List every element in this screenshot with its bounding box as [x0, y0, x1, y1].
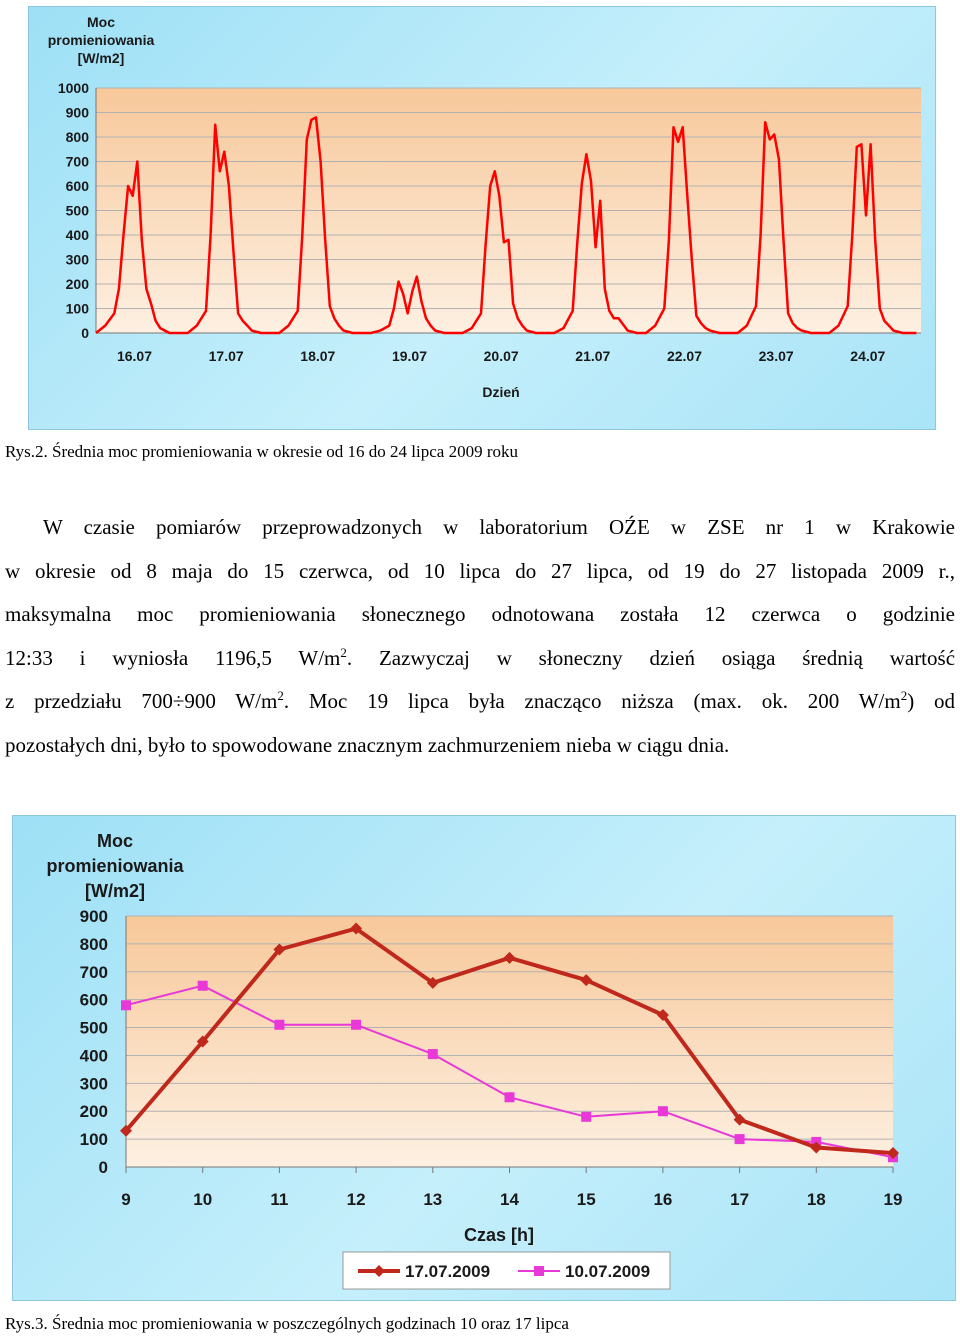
data-point	[350, 922, 363, 935]
y-tick-label: 500	[66, 203, 90, 219]
x-tick-label: 21.07	[575, 348, 610, 364]
superscript: 2	[340, 644, 347, 660]
y-tick-label: 800	[66, 129, 90, 145]
data-point	[580, 974, 593, 987]
figure-caption-2: Rys.2. Średnia moc promieniowania w okre…	[5, 442, 519, 461]
x-tick-label: 14	[500, 1190, 519, 1209]
data-point	[273, 943, 286, 956]
x-tick-label: 16	[653, 1190, 672, 1209]
y-tick-label: 800	[80, 935, 108, 954]
paragraph-line-2: w okresie od 8 maja do 15 czerwca, od 10…	[5, 558, 955, 583]
figure-caption-3: Rys.3. Średnia moc promieniowania w posz…	[5, 1314, 569, 1333]
chart-daily-radiation: 0 100 200 300 400 500 600 700 800 900 1000 16.07 17.…	[28, 6, 936, 430]
division-sign: ÷	[172, 689, 185, 713]
y-axis-title: Moc	[97, 831, 133, 851]
y-tick-label: 900	[66, 105, 90, 121]
data-point	[581, 1111, 592, 1122]
y-tick-label: 600	[66, 178, 90, 194]
data-point	[810, 1141, 823, 1154]
x-tick-label: 23.07	[759, 348, 794, 364]
data-point	[887, 1147, 899, 1160]
data-point	[733, 1113, 746, 1126]
x-tick-label: 17.07	[209, 348, 244, 364]
x-axis-title: Dzień	[482, 384, 519, 400]
y-axis-title: [W/m2]	[85, 881, 145, 901]
x-tick-label: 11	[270, 1190, 288, 1209]
series-line	[95, 116, 917, 335]
superscript: 2	[900, 688, 908, 703]
y-tick-label: 700	[66, 154, 90, 170]
paragraph-line-5b: 900 W/m	[184, 689, 278, 713]
x-tick-label: 22.07	[667, 348, 702, 364]
y-axis-title: [W/m2]	[78, 50, 125, 66]
paragraph-line-5a: z przedziału 700	[5, 689, 173, 713]
data-point	[504, 1092, 515, 1103]
y-tick-label: 0	[81, 325, 89, 341]
data-point	[351, 1019, 362, 1030]
y-tick-label: 300	[80, 1074, 108, 1093]
y-tick-label: 500	[80, 1019, 108, 1038]
y-tick-label: 200	[66, 276, 90, 292]
chart-hourly-radiation-svg: 0 100 200 300 400 500 600 700 800 900 9 10 11 12 13 14 1…	[46, 831, 903, 1290]
x-tick-label: 19	[884, 1190, 903, 1209]
y-tick-label: 400	[80, 1046, 108, 1065]
data-point	[656, 1009, 669, 1022]
x-tick-label: 12	[347, 1190, 366, 1209]
paragraph-line-6: pozostałych dni, było to spowodowane zna…	[5, 732, 730, 757]
data-point	[734, 1134, 745, 1145]
legend-marker	[534, 1266, 544, 1276]
paragraph-line-4: 12:33 i wyniosła 1196,5 W/m2. Zazwyczaj …	[5, 637, 955, 681]
paragraph-line-4a: 12:33 i wyniosła 1196,5 W/m	[5, 645, 341, 670]
x-tick-label: 10	[193, 1190, 212, 1209]
data-point	[120, 1124, 132, 1137]
x-tick-label: 18	[807, 1190, 826, 1209]
y-tick-label: 600	[80, 991, 108, 1010]
paragraph-line-3: maksymalna moc promieniowania słoneczneg…	[5, 602, 955, 626]
data-point	[657, 1106, 668, 1117]
x-tick-label: 24.07	[850, 348, 885, 364]
y-tick-label: 100	[80, 1130, 108, 1149]
paragraph-line-5: z przedziału 700÷900 W/m2. Moc 19 lipca …	[5, 680, 955, 724]
y-tick-label: 700	[80, 963, 108, 982]
x-tick-label: 15	[577, 1190, 596, 1209]
x-tick-label: 18.07	[300, 348, 335, 364]
y-tick-label: 1000	[58, 80, 89, 96]
paragraph-line-5d: ) od	[907, 689, 955, 713]
x-axis-title: Czas [h]	[464, 1225, 534, 1245]
chart-daily-radiation-svg: 0 100 200 300 400 500 600 700 800 900 1000 16.07 17.…	[48, 14, 921, 400]
data-point	[121, 1000, 131, 1011]
data-point	[197, 980, 208, 991]
x-tick-label: 20.07	[484, 348, 519, 364]
x-tick-label: 16.07	[117, 348, 152, 364]
x-tick-label: 9	[121, 1190, 130, 1209]
x-tick-label: 19.07	[392, 348, 427, 364]
data-point	[427, 1049, 438, 1060]
data-point	[274, 1019, 285, 1030]
y-tick-label: 100	[66, 301, 90, 317]
paragraph-line-5c: . Moc 19 lipca była znacząco niższa (max…	[283, 689, 901, 713]
y-tick-label: 0	[99, 1158, 108, 1177]
superscript: 2	[277, 688, 284, 703]
body-paragraph: W czasie pomiarów przeprowadzonych w lab…	[5, 506, 955, 767]
y-tick-label: 400	[66, 227, 90, 243]
paragraph-line-1: W czasie pomiarów przeprowadzonych w lab…	[43, 515, 955, 539]
legend-marker	[373, 1265, 385, 1277]
legend-label: 17.07.2009	[405, 1262, 490, 1281]
chart-hourly-radiation: 0 100 200 300 400 500 600 700 800 900 9 10 11 12 13 14 1…	[12, 815, 956, 1301]
data-point	[196, 1035, 209, 1048]
y-tick-label: 900	[80, 907, 108, 926]
paragraph-line-4b: . Zazwyczaj w słoneczny dzień osiąga śre…	[346, 645, 956, 670]
y-axis-title: Moc	[87, 14, 115, 30]
data-point	[503, 951, 516, 964]
x-tick-label: 17	[730, 1190, 749, 1209]
legend-label: 10.07.2009	[565, 1262, 650, 1281]
x-tick-label: 13	[423, 1190, 442, 1209]
y-tick-label: 300	[66, 252, 90, 268]
y-axis-title: promieniowania	[48, 32, 155, 48]
y-axis-title: promieniowania	[46, 856, 184, 876]
y-tick-label: 200	[80, 1102, 108, 1121]
data-point	[426, 976, 439, 989]
